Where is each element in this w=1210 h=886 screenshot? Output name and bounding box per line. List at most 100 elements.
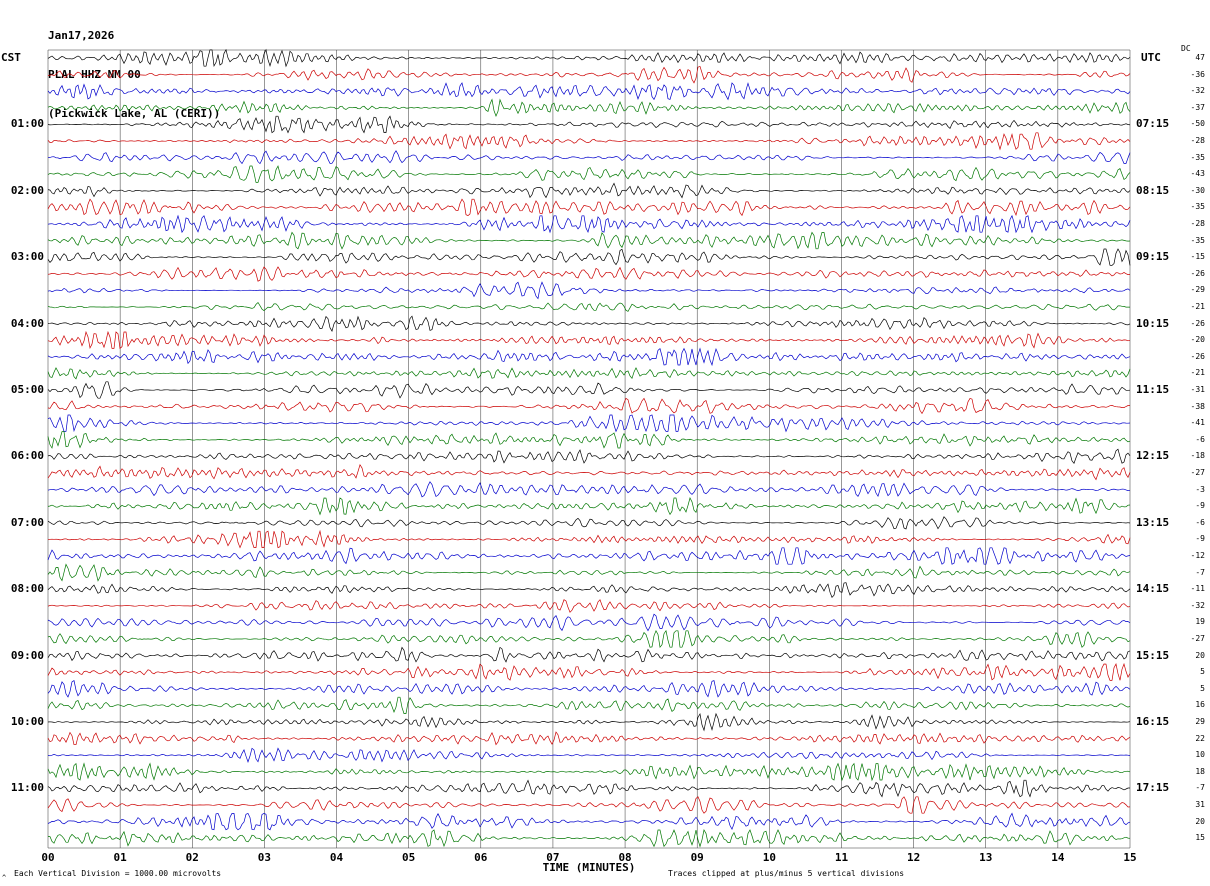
seismogram-trace <box>47 198 1131 217</box>
row-label-utc: 16:15 <box>1136 715 1170 728</box>
row-dc-value: 20 <box>1195 650 1205 660</box>
title-block: Jan17,2026 PLAL HHZ NM 00 (Pickwick Lake… <box>48 3 220 146</box>
row-dc-value: -12 <box>1190 551 1205 560</box>
row-dc-value: 10 <box>1195 750 1205 760</box>
footer-scale-note: Each Vertical Division = 1000.00 microvo… <box>14 869 222 878</box>
row-dc-value: -3 <box>1195 484 1205 494</box>
seismogram-trace <box>47 712 1131 732</box>
row-dc-value: -43 <box>1190 169 1205 179</box>
row-dc-value: -32 <box>1190 600 1205 610</box>
grid-lines <box>47 49 1131 849</box>
seismogram-trace <box>47 266 1130 282</box>
seismogram-trace <box>47 150 1131 165</box>
row-label-cst: 05:00 <box>10 383 44 396</box>
row-dc-value: 31 <box>1195 800 1205 809</box>
x-tick-label: 09 <box>690 851 704 864</box>
x-tick-label: 02 <box>185 851 199 864</box>
seismogram-trace <box>47 779 1130 798</box>
x-tick-label: 04 <box>329 851 344 864</box>
row-dc-value: -36 <box>1190 69 1205 79</box>
row-dc-value: -30 <box>1190 185 1205 195</box>
seismogram-trace <box>47 680 1131 698</box>
row-dc-value: -11 <box>1190 584 1205 594</box>
x-tick-label: 08 <box>618 851 632 864</box>
row-label-cst: 01:00 <box>10 117 44 131</box>
row-label-cst: 03:00 <box>10 250 44 264</box>
x-tick-label: 00 <box>41 851 55 864</box>
row-label-cst: 08:00 <box>10 582 44 596</box>
row-dc-value: -41 <box>1190 418 1205 428</box>
seismogram-trace <box>47 347 1131 367</box>
seismogram-trace <box>47 367 1131 380</box>
x-tick-label: 03 <box>257 851 272 864</box>
row-label-cst: 09:00 <box>10 648 44 662</box>
row-dc-value: 47 <box>1195 53 1205 62</box>
seismogram-trace <box>47 812 1131 831</box>
x-tick-label: 13 <box>979 851 993 864</box>
row-label-utc: 07:15 <box>1136 117 1170 131</box>
row-dc-value: -35 <box>1190 235 1205 245</box>
row-dc-value: -9 <box>1195 501 1205 511</box>
row-dc-value: -20 <box>1190 335 1205 345</box>
seismogram-trace <box>47 547 1131 565</box>
seismogram-trace <box>47 796 1131 814</box>
seismogram-trace <box>47 132 1131 151</box>
row-dc-value: -37 <box>1190 102 1205 112</box>
row-label-utc: 17:15 <box>1136 781 1170 795</box>
row-dc-value: 29 <box>1195 717 1205 726</box>
row-dc-value: -6 <box>1195 434 1205 444</box>
seismogram-trace <box>47 281 1131 300</box>
seismogram-trace <box>47 529 1131 549</box>
row-label-utc: 11:15 <box>1136 383 1170 396</box>
seismogram-trace <box>47 115 1131 134</box>
dc-header: DC <box>1181 44 1191 53</box>
footer-clip-note: Traces clipped at plus/minus 5 vertical … <box>668 869 905 878</box>
row-dc-value: -7 <box>1195 783 1205 793</box>
row-dc-value: -28 <box>1190 136 1205 145</box>
seismogram-trace <box>47 397 1131 415</box>
x-tick-label: 15 <box>1123 851 1137 864</box>
row-dc-value: -18 <box>1190 451 1205 461</box>
row-label-utc: 12:15 <box>1136 449 1170 463</box>
row-dc-value: -29 <box>1190 285 1205 295</box>
row-dc-value: -31 <box>1190 385 1205 394</box>
seismogram-trace <box>47 214 1131 234</box>
row-label-utc: 09:15 <box>1136 250 1170 264</box>
x-tick-label: 05 <box>402 851 416 864</box>
seismogram-trace <box>47 182 1131 199</box>
seismogram-trace <box>47 315 1131 332</box>
row-dc-value: -26 <box>1190 318 1205 328</box>
seismogram-trace <box>47 747 1131 763</box>
seismogram-trace <box>47 165 1131 183</box>
title-station: PLAL HHZ NM 00 <box>48 68 141 81</box>
row-dc-value: 19 <box>1195 617 1205 627</box>
right-timescale-label: UTC <box>1141 51 1161 64</box>
row-dc-value: -35 <box>1190 202 1205 212</box>
title-date: Jan17,2026 <box>48 29 115 42</box>
row-label-cst: 11:00 <box>10 781 44 795</box>
seismogram-trace <box>47 301 1130 312</box>
row-dc-value: 22 <box>1195 733 1205 743</box>
seismogram-trace <box>47 762 1131 782</box>
row-label-utc: 10:15 <box>1136 316 1170 330</box>
x-tick-label: 07 <box>546 851 560 864</box>
x-axis-title: TIME (MINUTES) <box>542 861 636 874</box>
row-label-utc: 14:15 <box>1136 582 1170 596</box>
seismogram-trace <box>47 48 1131 68</box>
seismogram-trace <box>47 231 1131 250</box>
seismogram-trace <box>47 696 1131 714</box>
row-dc-value: -26 <box>1190 351 1205 361</box>
x-tick-label: 10 <box>762 851 776 864</box>
row-dc-value: -38 <box>1190 401 1205 411</box>
seismogram-trace <box>47 662 1131 681</box>
seismogram-trace <box>47 431 1131 449</box>
row-dc-value: 15 <box>1195 833 1205 843</box>
row-label-cst: 07:00 <box>10 515 44 529</box>
row-dc-value: -27 <box>1190 468 1205 477</box>
row-dc-value: -50 <box>1190 119 1205 129</box>
seismogram-trace <box>47 516 1131 530</box>
seismogram-trace <box>47 497 1131 516</box>
x-tick-label: 11 <box>834 851 849 864</box>
corner-mark: ^ <box>2 874 7 882</box>
